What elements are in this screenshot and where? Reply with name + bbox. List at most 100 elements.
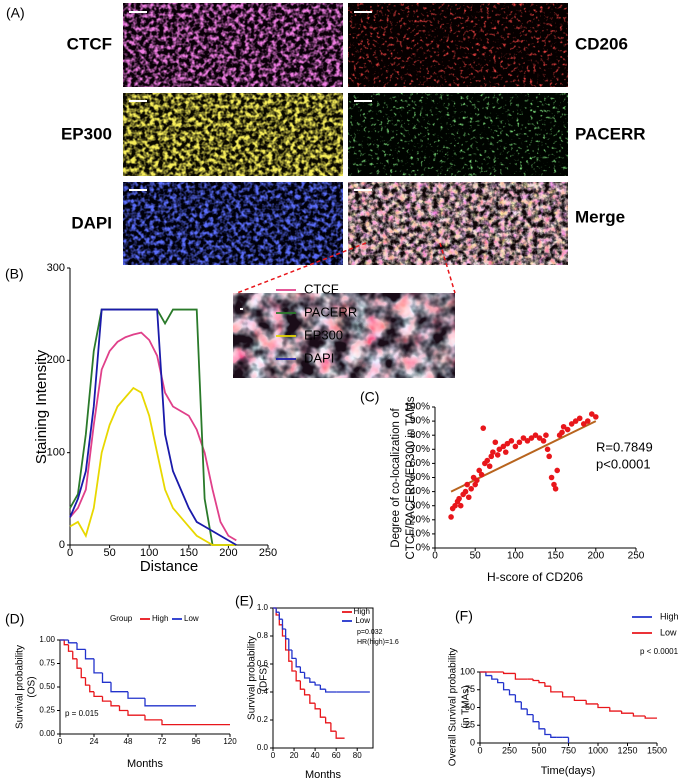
line bbox=[69, 308, 237, 546]
x-tick-label: 200 bbox=[219, 547, 237, 559]
survival-step bbox=[314, 682, 321, 686]
survival-step bbox=[144, 698, 162, 707]
survival-step bbox=[324, 689, 337, 693]
y-tick-label: 0.6 bbox=[257, 659, 269, 668]
survival-step bbox=[144, 715, 162, 721]
point bbox=[494, 452, 501, 458]
survival-step bbox=[532, 714, 539, 723]
legend-label: Low bbox=[184, 614, 199, 623]
survival-step bbox=[281, 619, 286, 630]
scale-bars bbox=[129, 11, 372, 310]
chart: (D) 0 24 48 72 96 120 0.00 0.25 0.50 0.75 1.00 Month… bbox=[5, 611, 237, 770]
y-axis-label: (DFS) bbox=[259, 665, 270, 692]
survival-step bbox=[80, 668, 86, 679]
survival-step bbox=[620, 711, 634, 714]
line bbox=[69, 308, 237, 546]
y-tick-label: 0.8 bbox=[257, 631, 269, 640]
legend-label: Low bbox=[355, 616, 370, 625]
zoom-lines bbox=[236, 242, 456, 294]
plot-frame bbox=[272, 607, 374, 749]
survival-step bbox=[314, 703, 321, 710]
channel-label: EP300 bbox=[61, 124, 112, 143]
point bbox=[559, 429, 565, 436]
survival-step bbox=[502, 682, 510, 691]
survival-step bbox=[101, 696, 111, 702]
y-tick-label: 1.0 bbox=[257, 603, 269, 612]
chart: (F) 0 250 500 750 1000 1250 1500 0 25 50 75 100 Time(… bbox=[448, 608, 679, 777]
y-tick-label: 1.00 bbox=[39, 635, 55, 644]
survival-step bbox=[288, 638, 292, 651]
y-axis-label: Degree of co-localization of bbox=[390, 408, 402, 548]
x-tick-label: 0 bbox=[432, 551, 438, 562]
survival-step bbox=[84, 677, 90, 686]
channel-label: DAPI bbox=[71, 213, 112, 232]
point bbox=[457, 502, 464, 509]
survival-step bbox=[330, 722, 337, 732]
y-tick-label: 100 bbox=[460, 666, 475, 676]
x-tick-label: 150 bbox=[547, 551, 564, 562]
y-tick-label: 0.75 bbox=[39, 659, 55, 668]
point bbox=[536, 435, 543, 441]
survival-step bbox=[335, 731, 345, 739]
point bbox=[551, 481, 557, 488]
point bbox=[520, 435, 527, 441]
channel-label: CTCF bbox=[67, 34, 112, 53]
survival-step bbox=[284, 629, 289, 640]
point bbox=[480, 425, 487, 431]
x-tick-label: 750 bbox=[561, 745, 576, 755]
x-tick-label: 150 bbox=[180, 547, 198, 559]
x-axis-label: Time(days) bbox=[541, 765, 596, 777]
panel-label: (E) bbox=[235, 593, 254, 609]
point bbox=[464, 481, 470, 488]
image-dapi-texture bbox=[123, 182, 343, 265]
survival-step bbox=[632, 713, 646, 717]
survival-step bbox=[485, 672, 492, 677]
image-cd206-texture bbox=[348, 3, 568, 87]
point bbox=[465, 494, 472, 501]
annotation: p = 0.015 bbox=[65, 709, 99, 718]
y-tick-label: 100% bbox=[404, 402, 430, 413]
y-tick-label: 75 bbox=[465, 684, 475, 694]
y-tick-label: 100 bbox=[47, 447, 65, 459]
point bbox=[572, 418, 579, 424]
survival-step bbox=[76, 658, 82, 669]
point bbox=[593, 414, 599, 420]
survival-step bbox=[291, 650, 297, 660]
point bbox=[474, 477, 480, 484]
x-tick-label: 80 bbox=[353, 751, 362, 760]
legend-label: High bbox=[354, 607, 370, 616]
survival-step bbox=[309, 678, 316, 683]
legend-label: DAPI bbox=[304, 350, 334, 365]
survival-step bbox=[63, 640, 69, 646]
survival-step bbox=[573, 696, 587, 702]
survival-step bbox=[319, 708, 326, 718]
survival-step bbox=[609, 707, 622, 712]
survival-step bbox=[67, 644, 73, 652]
x-tick-label: 100 bbox=[507, 551, 524, 562]
point bbox=[476, 467, 483, 474]
image-ep300-texture bbox=[123, 93, 343, 176]
y-tick-label: 0 bbox=[470, 737, 475, 747]
trend-line bbox=[450, 420, 597, 493]
line bbox=[69, 331, 237, 542]
y-tick-label: 70% bbox=[410, 444, 430, 455]
x-tick-label: 20 bbox=[290, 751, 299, 760]
y-tick-label: 200 bbox=[47, 354, 65, 366]
point bbox=[540, 438, 547, 444]
point bbox=[548, 474, 555, 481]
y-tick-label: 0.00 bbox=[39, 729, 55, 738]
survival-step bbox=[284, 636, 289, 651]
panel-label: (A) bbox=[6, 5, 25, 21]
annotation: HR(high)=1.6 bbox=[357, 639, 399, 646]
legend-label: High bbox=[152, 614, 168, 623]
survival-step bbox=[127, 691, 145, 699]
y-tick-label: 0% bbox=[416, 543, 431, 554]
point bbox=[588, 411, 595, 417]
point bbox=[500, 443, 507, 450]
point bbox=[552, 485, 559, 492]
annotation: p<0.0001 bbox=[596, 456, 651, 471]
y-axis-label: Survival probability bbox=[247, 636, 258, 720]
survival-step bbox=[544, 682, 551, 687]
survival-step bbox=[538, 721, 545, 730]
x-tick-label: 0 bbox=[58, 737, 63, 746]
